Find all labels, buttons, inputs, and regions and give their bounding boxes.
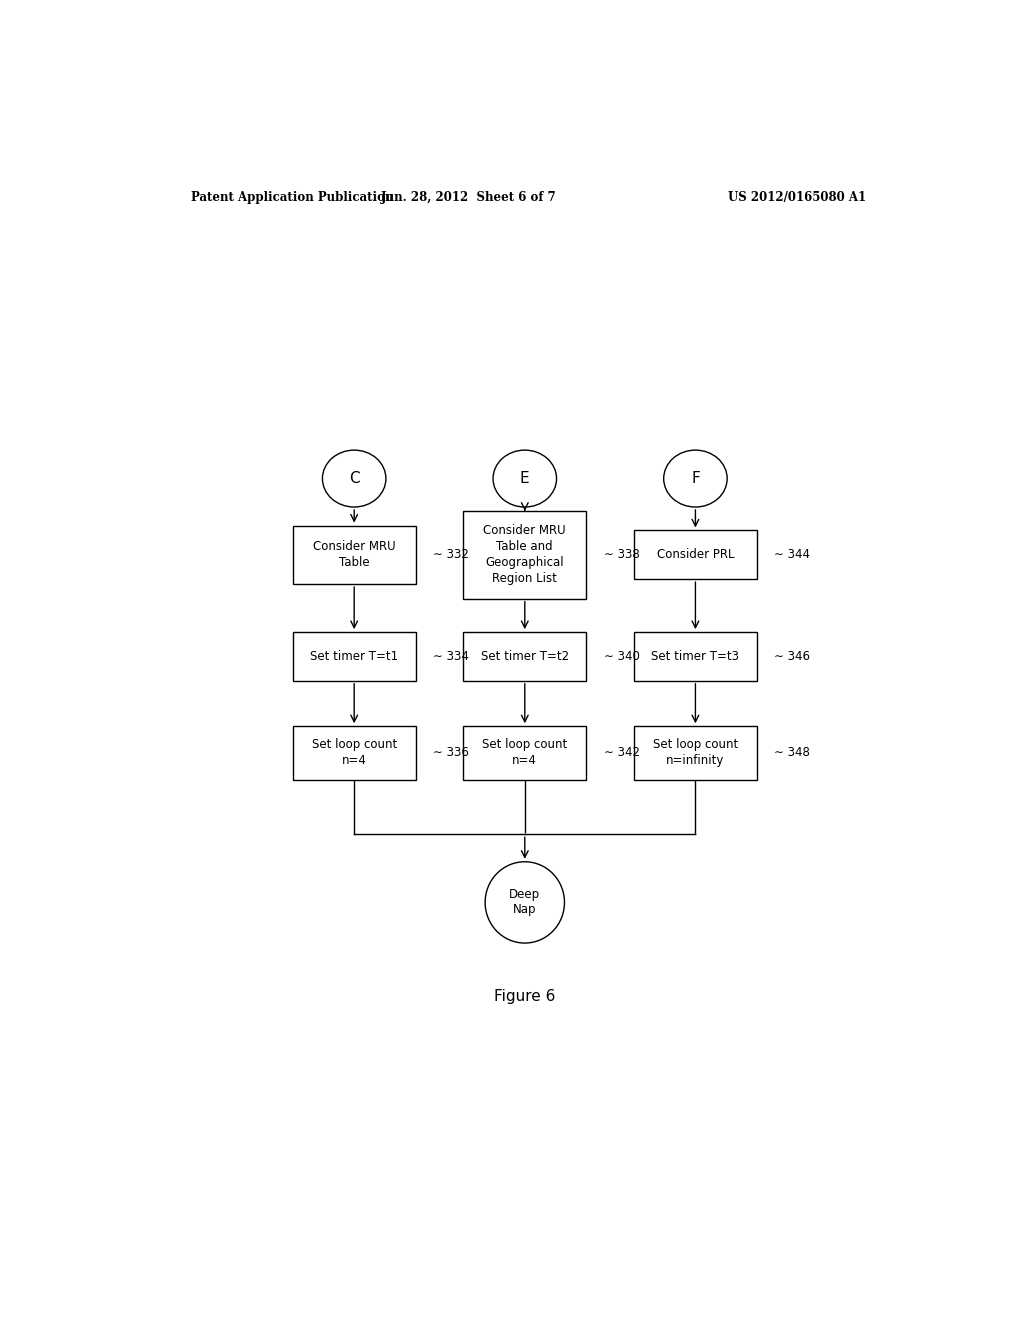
Text: ∼ 340: ∼ 340 <box>604 649 640 663</box>
Text: Set loop count
n=infinity: Set loop count n=infinity <box>652 738 738 767</box>
Text: C: C <box>349 471 359 486</box>
Ellipse shape <box>323 450 386 507</box>
FancyBboxPatch shape <box>463 632 587 681</box>
FancyBboxPatch shape <box>634 531 757 579</box>
Text: ∼ 348: ∼ 348 <box>774 747 810 759</box>
Text: Set timer T=t1: Set timer T=t1 <box>310 649 398 663</box>
Text: Set loop count
n=4: Set loop count n=4 <box>482 738 567 767</box>
Text: ∼ 344: ∼ 344 <box>774 548 810 561</box>
FancyBboxPatch shape <box>634 632 757 681</box>
Text: ∼ 336: ∼ 336 <box>433 747 469 759</box>
Text: Set timer T=t2: Set timer T=t2 <box>480 649 569 663</box>
FancyBboxPatch shape <box>634 726 757 780</box>
Text: ∼ 342: ∼ 342 <box>604 747 640 759</box>
Text: Consider PRL: Consider PRL <box>656 548 734 561</box>
Text: Jun. 28, 2012  Sheet 6 of 7: Jun. 28, 2012 Sheet 6 of 7 <box>381 190 557 203</box>
Text: Deep
Nap: Deep Nap <box>509 888 541 916</box>
Text: ∼ 346: ∼ 346 <box>774 649 810 663</box>
FancyBboxPatch shape <box>293 525 416 583</box>
FancyBboxPatch shape <box>293 632 416 681</box>
FancyBboxPatch shape <box>293 726 416 780</box>
FancyBboxPatch shape <box>463 726 587 780</box>
Text: Set loop count
n=4: Set loop count n=4 <box>311 738 397 767</box>
FancyBboxPatch shape <box>463 511 587 599</box>
Ellipse shape <box>664 450 727 507</box>
Text: ∼ 338: ∼ 338 <box>604 548 640 561</box>
Text: Consider MRU
Table and
Geographical
Region List: Consider MRU Table and Geographical Regi… <box>483 524 566 585</box>
Text: Set timer T=t3: Set timer T=t3 <box>651 649 739 663</box>
Ellipse shape <box>485 862 564 942</box>
Text: E: E <box>520 471 529 486</box>
Text: F: F <box>691 471 699 486</box>
Text: Patent Application Publication: Patent Application Publication <box>191 190 394 203</box>
Text: US 2012/0165080 A1: US 2012/0165080 A1 <box>728 190 866 203</box>
Text: Figure 6: Figure 6 <box>495 990 555 1005</box>
Ellipse shape <box>493 450 557 507</box>
Text: ∼ 334: ∼ 334 <box>433 649 469 663</box>
Text: Consider MRU
Table: Consider MRU Table <box>313 540 395 569</box>
Text: ∼ 332: ∼ 332 <box>433 548 469 561</box>
